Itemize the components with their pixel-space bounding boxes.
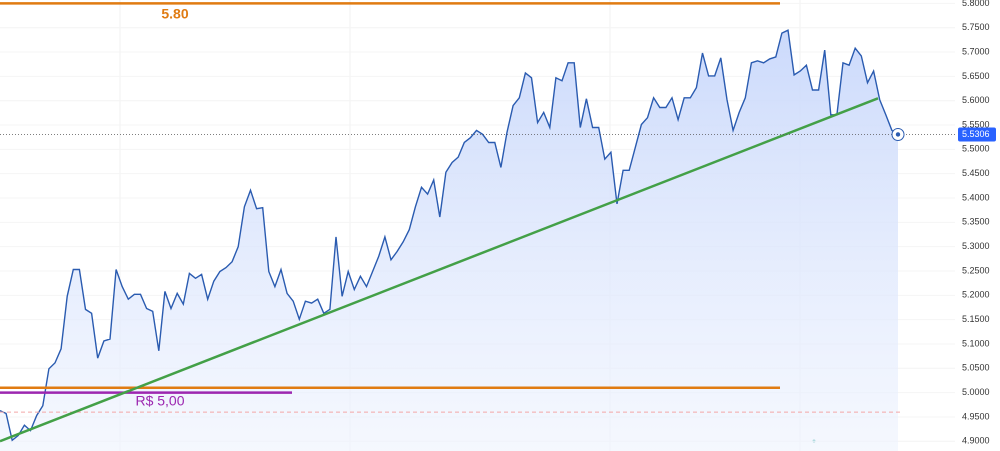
y-tick-label: 4.9500 [962,411,990,421]
y-tick-label: 5.3500 [962,217,990,227]
y-tick-label: 5.3000 [962,241,990,251]
y-tick-label: 5.1500 [962,314,990,324]
price-line [0,29,899,442]
last-point-dot [895,132,901,137]
y-tick-label: 5.2500 [962,265,990,275]
y-tick-label: 5.6000 [962,95,990,105]
y-tick-label: 5.7000 [962,46,990,56]
price-label: 5.5306 [962,129,990,139]
level-label: R$ 5,00 [135,393,184,409]
y-tick-label: 4.9000 [962,436,990,446]
price-label-box [958,127,996,142]
y-tick-label: 5.4500 [962,168,990,178]
y-tick-label: 5.1000 [962,338,990,348]
trendline [0,97,879,443]
y-tick-label: 5.4000 [962,192,990,202]
y-tick-label: 5.2000 [962,290,990,300]
y-tick-label: 5.0000 [962,387,990,397]
area-fill [0,30,898,451]
y-tick-label: 5.5500 [962,119,990,129]
y-tick-label: 5.7500 [962,22,990,32]
level-label: 5.80 [161,6,188,22]
y-tick-label: 5.8000 [962,0,990,8]
y-tick-label: 5.0500 [962,363,990,373]
y-tick-label: 5.5000 [962,144,990,154]
y-tick-label: 5.6500 [962,71,990,81]
